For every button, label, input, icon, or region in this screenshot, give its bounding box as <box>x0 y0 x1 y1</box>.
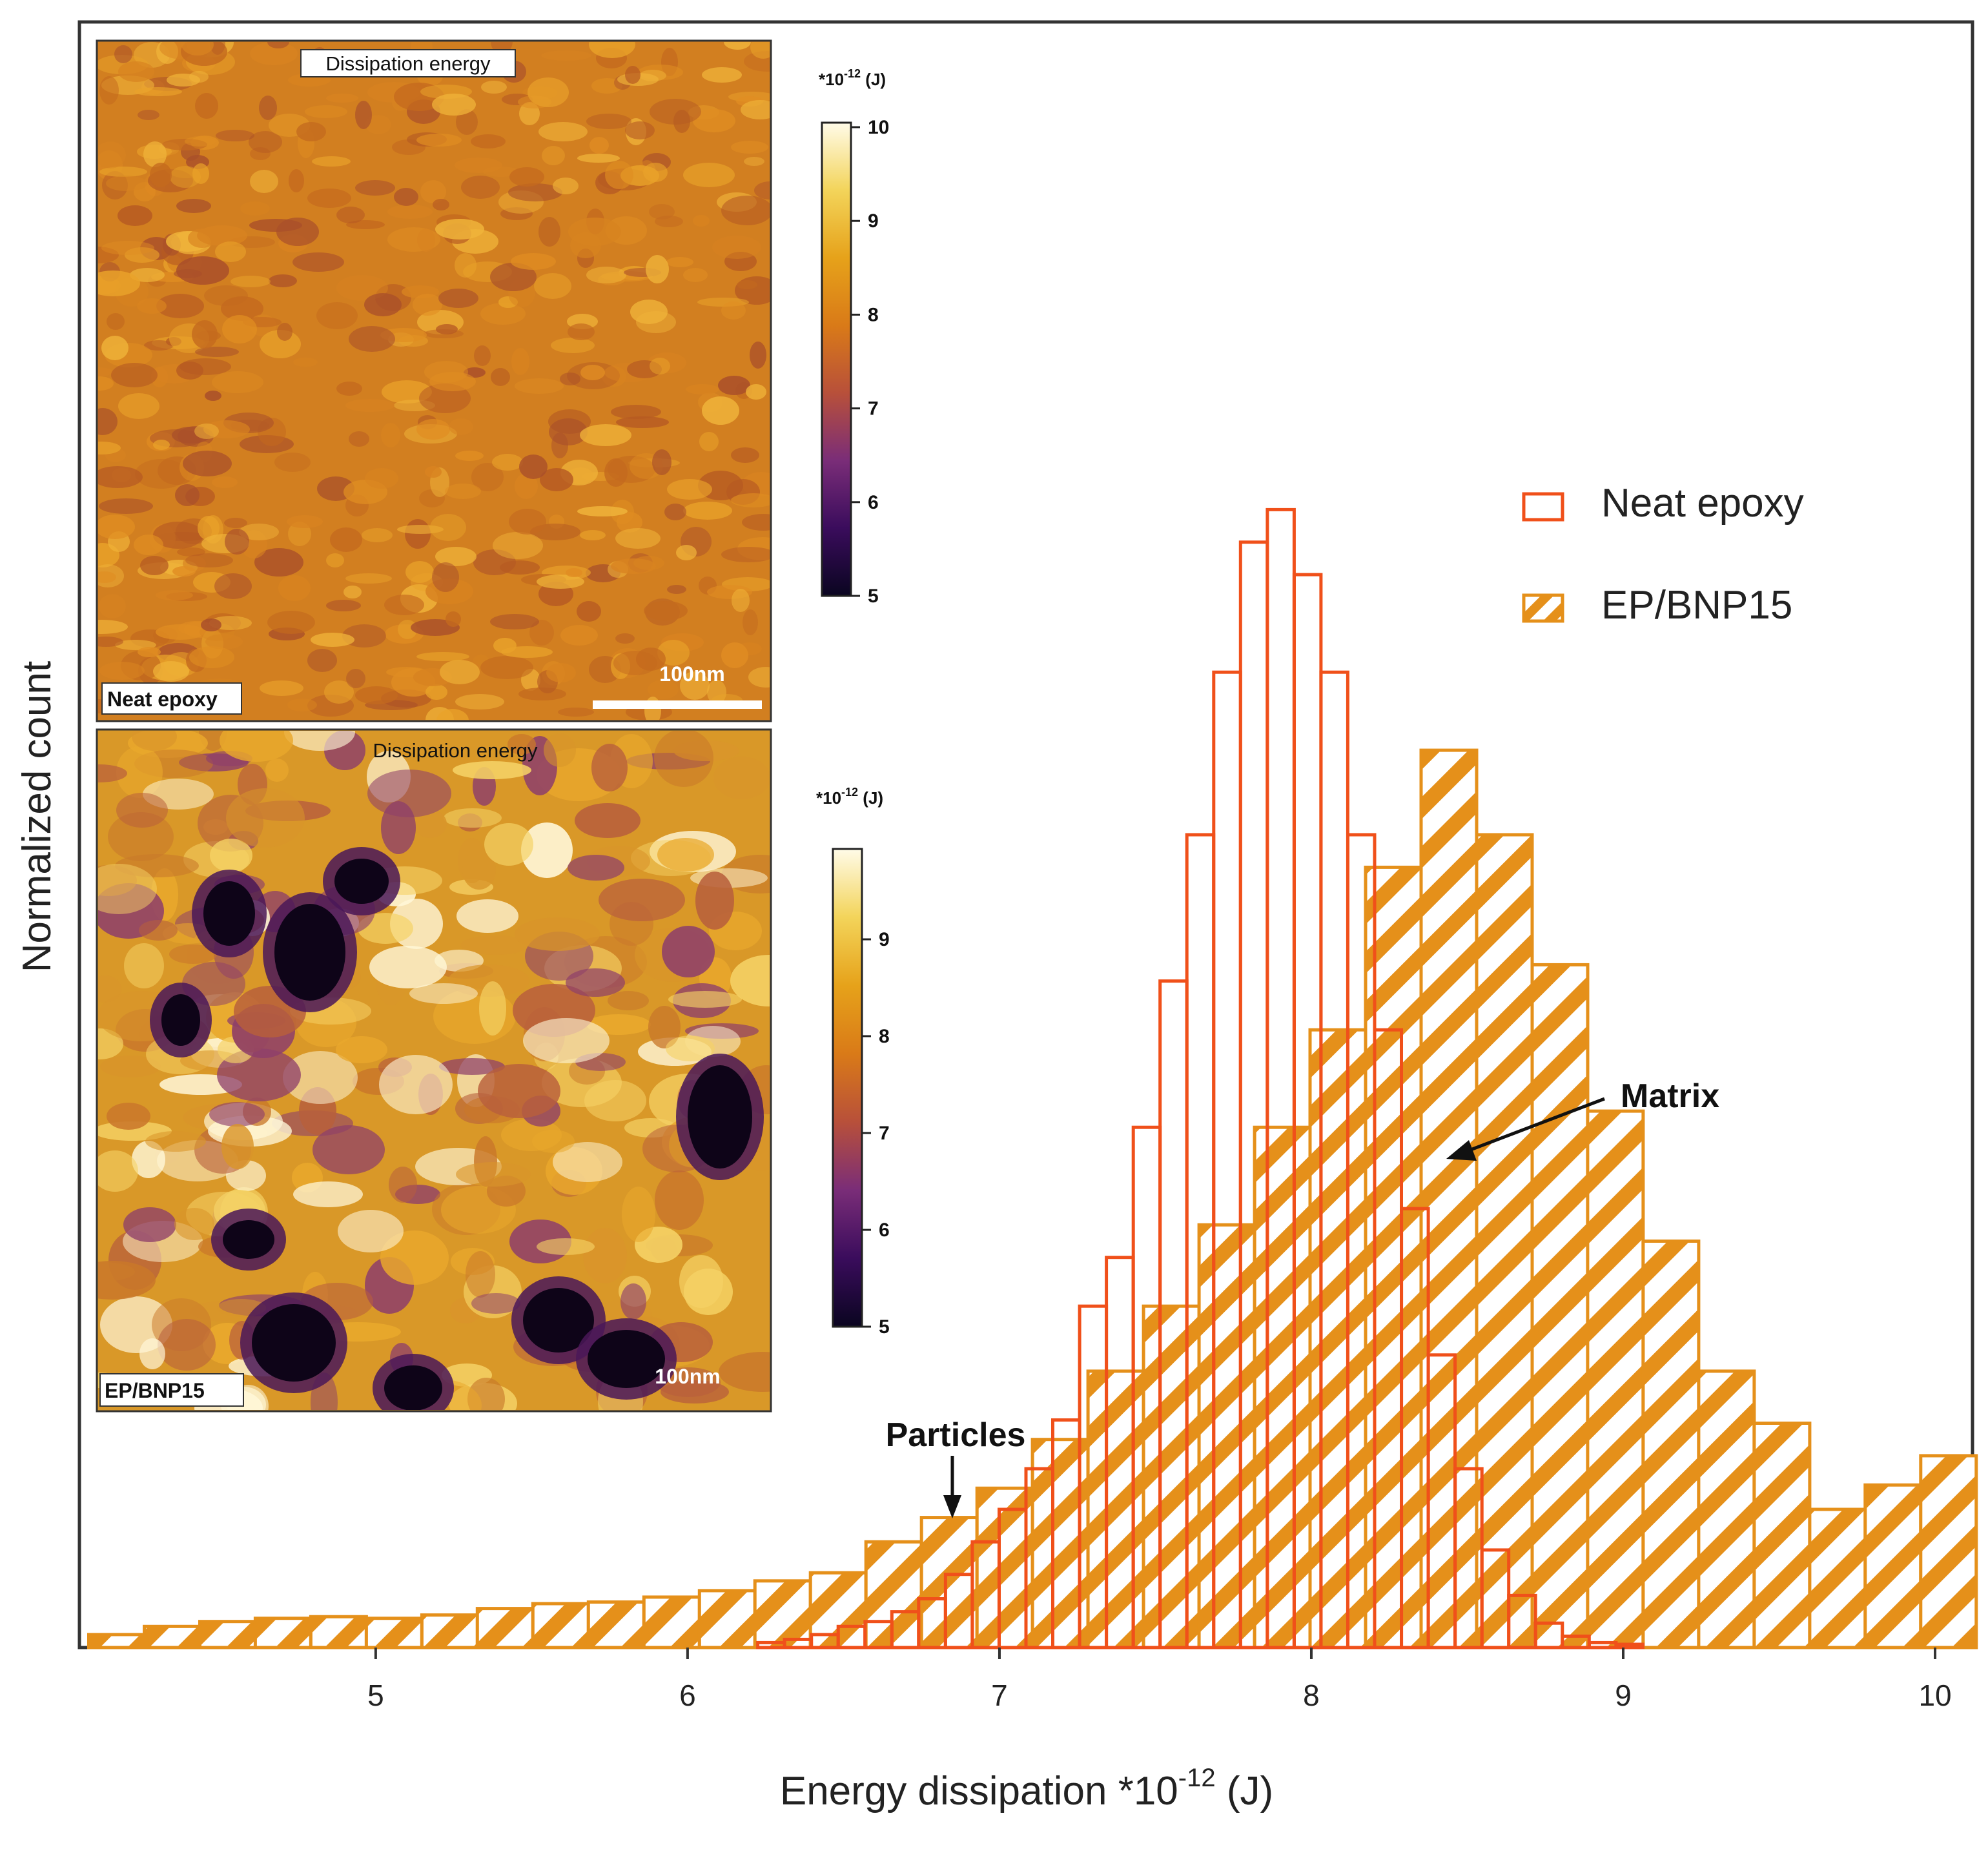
bar-ep-bnp15-22 <box>1308 1028 1368 1649</box>
x-tick-label-9: 9 <box>1615 1679 1632 1712</box>
inset-ep-bnp15-corner-label: EP/BNP15 <box>105 1379 205 1402</box>
colorbar-tick-8: 8 <box>879 1026 890 1047</box>
x-tick-label-10: 10 <box>1918 1679 1951 1712</box>
bar-ep-bnp15-12 <box>753 1579 812 1649</box>
bar-ep-bnp15-19 <box>1142 1304 1201 1649</box>
annotation-particles-label: Particles <box>886 1416 1026 1454</box>
annotation-matrix-label: Matrix <box>1621 1077 1719 1115</box>
colorbar-tick-9: 9 <box>879 929 890 950</box>
inset-neat-epoxy-map <box>98 42 770 720</box>
bar-ep-bnp15-28 <box>1641 1240 1701 1649</box>
x-tick-label-6: 6 <box>679 1679 696 1712</box>
bar-ep-bnp15-26 <box>1530 963 1590 1649</box>
y-axis-title: Normalized count <box>15 661 59 972</box>
legend-label-ep-bnp15: EP/BNP15 <box>1601 583 1792 628</box>
bar-ep-bnp15-32 <box>1863 1483 1923 1649</box>
colorbar-tick-6: 6 <box>879 1220 890 1241</box>
bar-ep-bnp15-3 <box>253 1617 313 1649</box>
bar-ep-bnp15-1 <box>143 1624 201 1649</box>
series-neat-epoxy <box>756 507 1645 1649</box>
colorbar-tick-6: 6 <box>868 492 879 513</box>
colorbar-tick-10: 10 <box>868 117 889 138</box>
legend: Neat epoxy EP/BNP15 <box>1522 481 1804 628</box>
x-axis-ticks: 5 6 7 8 9 10 <box>367 1648 1952 1712</box>
bar-ep-bnp15-2 <box>198 1620 257 1649</box>
inset-neat-epoxy-title-box <box>300 49 516 77</box>
inset-neat-epoxy-corner-box <box>101 682 242 715</box>
x-tick-label-7: 7 <box>991 1679 1008 1712</box>
inset-neat-epoxy: Dissipation energy Neat epoxy 100nm <box>96 39 772 722</box>
bar-ep-bnp15-9 <box>586 1600 646 1649</box>
bar-neat-epoxy-32 <box>1614 1642 1645 1649</box>
bar-ep-bnp15-5 <box>364 1617 424 1649</box>
colorbar-tick-7: 7 <box>879 1123 890 1144</box>
bar-ep-bnp15-15 <box>919 1516 979 1649</box>
bar-ep-bnp15-33 <box>1919 1454 1978 1649</box>
colorbar-ep-bnp15: *10-12 (J) 9 8 7 6 5 <box>816 786 890 1338</box>
bar-ep-bnp15-6 <box>420 1613 479 1649</box>
bar-ep-bnp15-8 <box>531 1602 590 1649</box>
colorbar-tick-9: 9 <box>868 210 879 232</box>
inset-neat-epoxy-corner-label: Neat epoxy <box>107 688 218 711</box>
inset-ep-bnp15-map <box>98 731 770 1410</box>
bar-ep-bnp15-18 <box>1086 1369 1145 1649</box>
colorbar-tick-8: 8 <box>868 304 879 325</box>
annotation-matrix: Matrix <box>1446 1077 1719 1161</box>
colorbar-tick-7: 7 <box>868 398 879 420</box>
inset-neat-epoxy-scale-label: 100nm <box>659 662 724 686</box>
bar-ep-bnp15-25 <box>1475 833 1534 1649</box>
bar-ep-bnp15-16 <box>975 1486 1034 1649</box>
bar-ep-bnp15-30 <box>1752 1422 1812 1649</box>
bar-ep-bnp15-10 <box>642 1595 701 1649</box>
colorbar-neat-epoxy: *10-12 (J) 10 9 8 7 6 5 <box>819 67 889 607</box>
bar-ep-bnp15-4 <box>309 1615 368 1649</box>
inset-ep-bnp15-corner-box <box>99 1373 244 1407</box>
colorbar-neat-epoxy-unit: *10-12 (J) <box>819 67 886 89</box>
annotation-particles: Particles <box>886 1416 1026 1518</box>
bar-ep-bnp15-14 <box>864 1540 923 1649</box>
inset-neat-epoxy-scale-bar <box>593 700 762 709</box>
bar-ep-bnp15-27 <box>1586 1109 1645 1649</box>
bar-ep-bnp15-7 <box>475 1607 535 1649</box>
x-tick-label-5: 5 <box>367 1679 384 1712</box>
inset-ep-bnp15-scale-label: 100nm <box>655 1365 720 1388</box>
x-axis-title: Energy dissipation *10-12 (J) <box>780 1764 1273 1813</box>
colorbar-tick-5: 5 <box>868 586 879 607</box>
legend-swatch-neat-epoxy <box>1522 492 1564 522</box>
inset-ep-bnp15: Dissipation energy EP/BNP15 100nm <box>96 728 772 1413</box>
inset-ep-bnp15-title: Dissipation energy <box>373 739 538 762</box>
bar-ep-bnp15-21 <box>1253 1125 1312 1649</box>
bar-ep-bnp15-11 <box>697 1589 757 1649</box>
legend-label-neat-epoxy: Neat epoxy <box>1601 481 1804 526</box>
legend-swatch-ep-bnp15 <box>1522 593 1564 623</box>
series-ep-bnp15 <box>87 748 1978 1649</box>
colorbar-ep-bnp15-unit: *10-12 (J) <box>816 786 883 808</box>
bar-ep-bnp15-20 <box>1197 1223 1256 1649</box>
inset-neat-epoxy-title: Dissipation energy <box>325 52 491 75</box>
x-tick-label-8: 8 <box>1303 1679 1320 1712</box>
bar-ep-bnp15-31 <box>1808 1507 1867 1649</box>
bar-ep-bnp15-0 <box>87 1633 146 1649</box>
colorbar-tick-5: 5 <box>879 1316 890 1338</box>
bar-ep-bnp15-29 <box>1697 1369 1756 1649</box>
